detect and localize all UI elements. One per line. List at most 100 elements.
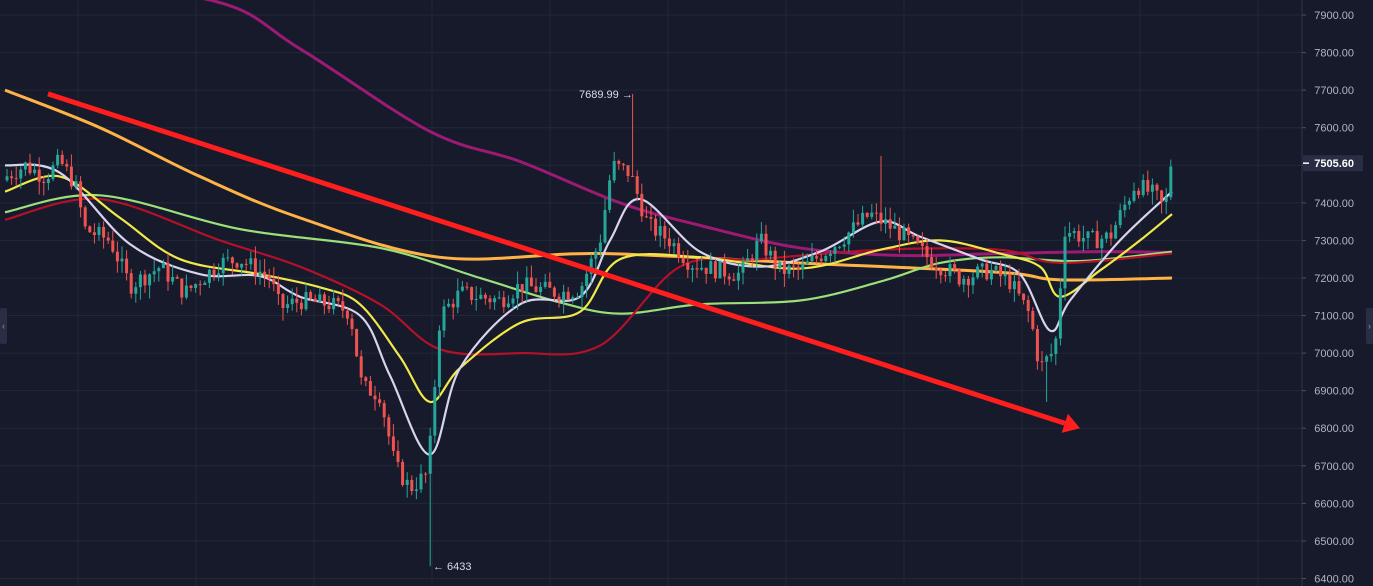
candle-body: [1118, 210, 1122, 226]
candle-body: [640, 193, 644, 217]
candle-body: [286, 304, 290, 309]
candle-body: [1141, 180, 1145, 195]
candle-body: [580, 286, 584, 298]
candle-body: [189, 285, 193, 288]
candle-body: [847, 232, 851, 245]
candle-body: [1109, 232, 1113, 239]
candle-body: [916, 236, 920, 243]
candle-body: [166, 262, 170, 282]
current-price-tag: [1303, 155, 1363, 172]
candle-body: [552, 287, 556, 297]
candle-body: [575, 297, 579, 299]
candle-body: [718, 261, 722, 279]
candle-body: [497, 297, 501, 299]
moving-average-line: [4, 193, 1173, 315]
candle-body: [488, 298, 492, 303]
candle-body: [295, 298, 299, 303]
candle-body: [511, 298, 515, 304]
candle-body: [948, 264, 952, 276]
candle-body: [60, 154, 64, 164]
candle-body: [557, 296, 561, 302]
candle-body: [493, 298, 497, 303]
right-scroll-handle[interactable]: ›: [1366, 308, 1373, 344]
candle-body: [686, 262, 690, 270]
candle-body: [939, 269, 943, 276]
candle-body: [626, 165, 630, 177]
candle-body: [769, 250, 773, 256]
candle-body: [525, 277, 529, 293]
chevron-left-icon: ‹: [2, 321, 5, 331]
candle-body: [842, 244, 846, 247]
candle-body: [387, 417, 391, 437]
candle-body: [212, 269, 216, 276]
candle-body: [796, 266, 800, 270]
candle-body: [930, 257, 934, 268]
candle-body: [1123, 204, 1127, 211]
candle-body: [157, 268, 161, 272]
candle-body: [801, 263, 805, 270]
candle-body: [810, 256, 814, 262]
candle-body: [253, 258, 257, 276]
candle-body: [709, 261, 713, 274]
candle-body: [79, 181, 83, 208]
candle-body: [773, 250, 777, 268]
candle-body: [994, 265, 998, 270]
candle-body: [69, 166, 73, 187]
candle-body: [884, 219, 888, 224]
candle-body: [437, 330, 441, 387]
candle-body: [506, 303, 510, 308]
tick-label: 6700.00: [1314, 461, 1354, 473]
candle-body: [290, 298, 294, 305]
candle-body: [1031, 310, 1035, 329]
candle-body: [1146, 180, 1150, 192]
candle-body: [111, 240, 115, 252]
candle-body: [1017, 281, 1021, 294]
candle-body: [690, 268, 694, 270]
candle-body: [819, 258, 823, 262]
candle-body: [359, 356, 363, 378]
candle-body: [934, 267, 938, 270]
candle-body: [999, 265, 1003, 277]
candle-body: [1169, 166, 1173, 198]
candle-body: [355, 328, 359, 357]
candle-body: [833, 247, 837, 254]
candle-body: [989, 269, 993, 280]
candle-body: [161, 262, 165, 269]
candle-body: [14, 178, 18, 180]
candle-body: [46, 178, 50, 183]
candle-body: [470, 287, 474, 300]
candle-body: [911, 235, 915, 237]
tick-label: 7200.00: [1314, 273, 1354, 285]
candle-body: [1095, 231, 1099, 249]
candle-body: [755, 240, 759, 261]
candle-body: [125, 258, 129, 274]
candle-body: [83, 207, 87, 227]
candle-body: [318, 294, 322, 302]
candle-body: [313, 298, 317, 302]
candle-body: [465, 286, 469, 288]
candle-body: [10, 176, 14, 179]
candle-body: [985, 263, 989, 280]
left-scroll-handle[interactable]: ‹: [0, 308, 7, 344]
price-axis[interactable]: 7900.007800.007700.007600.007500.007400.…: [1301, 0, 1363, 586]
candle-body: [516, 284, 520, 299]
candle-body: [792, 265, 796, 267]
low-price-label: ← 6433: [433, 561, 472, 573]
candle-body: [723, 261, 727, 277]
candle-body: [341, 301, 345, 311]
candle-body: [778, 261, 782, 268]
candle-body: [529, 277, 533, 287]
candle-body: [134, 287, 138, 294]
candle-body: [870, 212, 874, 217]
candle-body: [644, 216, 648, 218]
candle-body: [764, 233, 768, 256]
candle-body: [1072, 230, 1076, 234]
candle-body: [566, 291, 570, 300]
candle-body: [37, 169, 41, 182]
trend-arrow-shaft: [47, 91, 1066, 426]
tick-label: 7900.00: [1314, 10, 1354, 22]
candle-body: [414, 489, 418, 492]
